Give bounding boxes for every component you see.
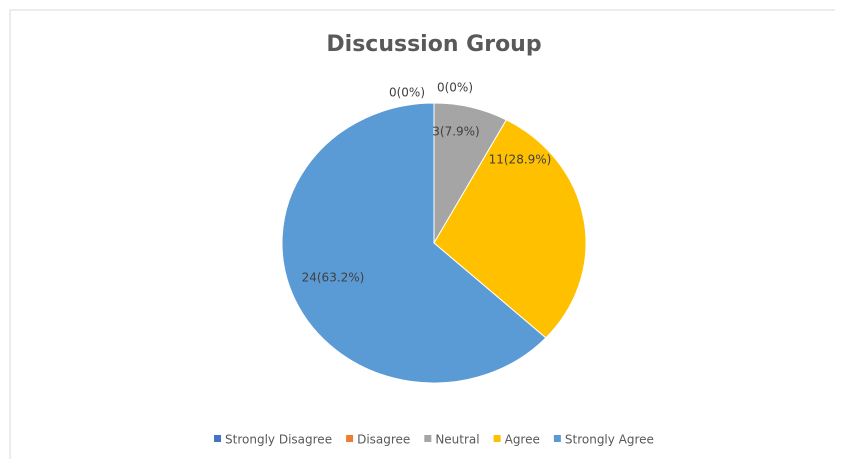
data-label: 24(63.2%) <box>302 271 365 285</box>
data-label: 11(28.9%) <box>489 153 552 167</box>
chart-title: Discussion Group <box>326 32 541 57</box>
legend-swatch <box>493 435 501 442</box>
legend-swatch <box>553 435 561 442</box>
chart-border <box>9 9 835 459</box>
legend-swatch <box>424 435 432 442</box>
data-label: 0(0%) <box>389 86 425 100</box>
legend-swatch <box>346 435 354 442</box>
legend-label: Neutral <box>435 433 479 447</box>
pie-slice <box>433 119 587 339</box>
legend-label: Strongly Agree <box>565 433 654 447</box>
legend-label: Strongly Disagree <box>225 433 332 447</box>
legend-label: Agree <box>505 433 540 447</box>
data-label: 3(7.9%) <box>432 125 479 139</box>
pie-slice <box>281 102 547 384</box>
legend-swatch <box>214 435 222 442</box>
legend-label: Disagree <box>357 433 410 447</box>
data-label: 0(0%) <box>437 81 473 95</box>
